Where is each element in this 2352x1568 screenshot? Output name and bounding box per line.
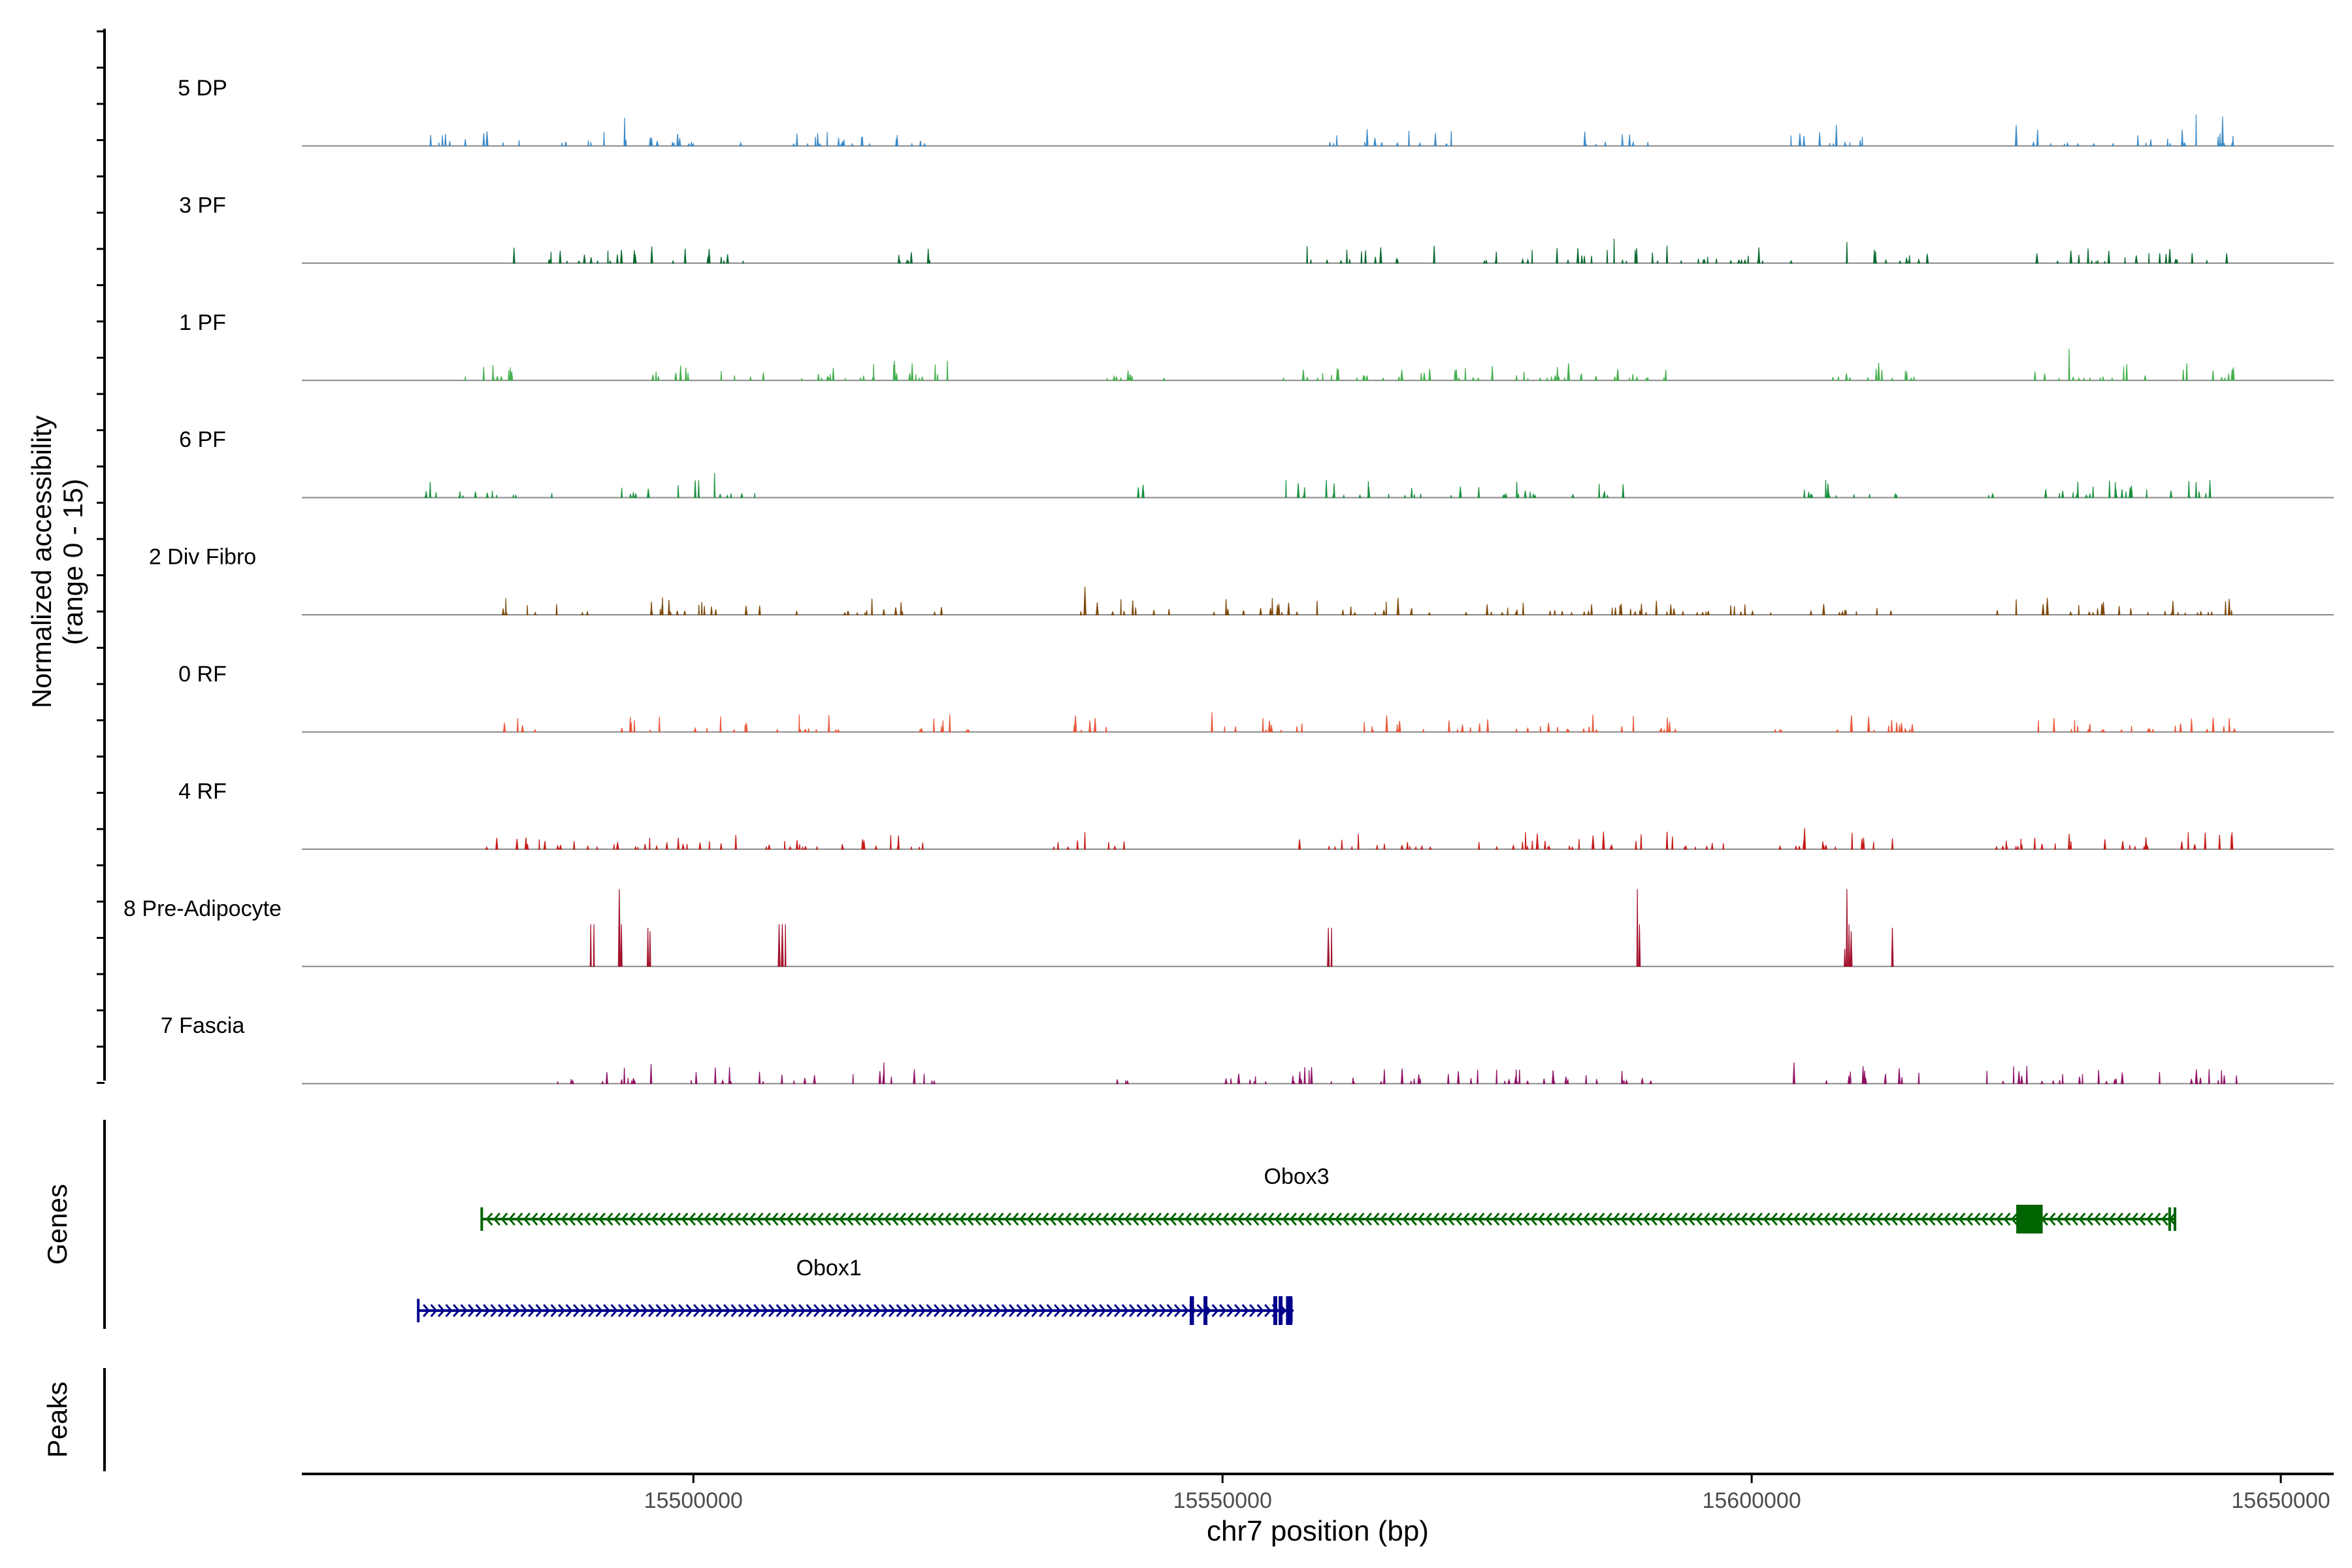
y-axis-label-line2: (range 0 - 15) bbox=[57, 479, 88, 645]
x-axis-title: chr7 position (bp) bbox=[1207, 1515, 1429, 1547]
gene-label: Obox1 bbox=[796, 1256, 862, 1281]
track-3-pf: 3 PF bbox=[179, 193, 2334, 264]
track-coverage-signal bbox=[424, 472, 2212, 498]
track-label: 8 Pre-Adipocyte bbox=[123, 896, 282, 921]
track-6-pf: 6 PF bbox=[179, 427, 2334, 498]
track-coverage-signal bbox=[464, 348, 2235, 381]
x-axis-tick-label: 15600000 bbox=[1702, 1488, 1801, 1513]
gene-label: Obox3 bbox=[1264, 1164, 1330, 1189]
track-coverage-signal bbox=[485, 828, 2234, 850]
gene-exon bbox=[1273, 1296, 1277, 1325]
gene-exon bbox=[1279, 1296, 1283, 1325]
track-4-rf: 4 RF bbox=[178, 779, 2334, 850]
track-coverage-signal bbox=[512, 238, 2229, 264]
peaks-panel: Peaks bbox=[42, 1368, 106, 1471]
x-axis-tick-label: 15650000 bbox=[2231, 1488, 2330, 1513]
peaks-label: Peaks bbox=[42, 1382, 73, 1458]
track-0-rf: 0 RF bbox=[178, 662, 2334, 733]
gene-exon bbox=[1190, 1296, 1194, 1325]
gene-obox1: Obox1 bbox=[417, 1256, 1294, 1325]
x-axis-tick-label: 15550000 bbox=[1173, 1488, 1272, 1513]
coverage-tracks: 5 DP 3 PF 1 PF 6 PF 2 Div Fibro 0 RF 4 RF 8 Pre… bbox=[123, 76, 2334, 1085]
coverage-y-label: Normalized accessibility (range 0 - 15) bbox=[26, 416, 88, 708]
track-label: 2 Div Fibro bbox=[149, 545, 256, 570]
track-coverage-signal bbox=[429, 114, 2234, 146]
gene-obox3: Obox3 bbox=[480, 1164, 2177, 1233]
track-label: 0 RF bbox=[178, 662, 227, 687]
track-label: 6 PF bbox=[179, 427, 226, 452]
track-coverage-signal bbox=[589, 889, 1894, 967]
x-axis-ticks: 15500000 15550000 15600000 15650000 bbox=[644, 1474, 2330, 1513]
track-coverage-signal bbox=[502, 586, 2233, 615]
x-axis-tick-label: 15500000 bbox=[644, 1488, 743, 1513]
coverage-axis-ticks bbox=[97, 30, 105, 1084]
gene-models: Obox3 Obox1 bbox=[417, 1164, 2177, 1325]
track-label: 1 PF bbox=[179, 310, 226, 335]
gene-exon bbox=[1203, 1296, 1208, 1325]
track-coverage-signal bbox=[557, 1062, 2238, 1085]
track-2-div-fibro: 2 Div Fibro bbox=[149, 545, 2334, 615]
track-label: 4 RF bbox=[178, 779, 227, 804]
track-label: 5 DP bbox=[178, 76, 227, 101]
track-8-pre-adipocyte: 8 Pre-Adipocyte bbox=[123, 889, 2334, 968]
track-7-fascia: 7 Fascia bbox=[161, 1013, 2334, 1085]
gene-strand-arrows bbox=[485, 1213, 2176, 1226]
track-coverage-signal bbox=[502, 712, 2236, 732]
gene-exon bbox=[1286, 1296, 1293, 1325]
x-axis: 15500000 15550000 15600000 15650000 chr7 po… bbox=[302, 1473, 2334, 1547]
coverage-y-axis bbox=[97, 29, 106, 1084]
track-5-dp: 5 DP bbox=[178, 76, 2334, 147]
genes-panel: Genes Obox3 Obox1 bbox=[42, 1120, 2177, 1329]
gene-exon bbox=[2016, 1205, 2043, 1233]
track-1-pf: 1 PF bbox=[179, 310, 2334, 382]
y-axis-label-line1: Normalized accessibility bbox=[26, 416, 57, 708]
track-label: 7 Fascia bbox=[161, 1013, 245, 1038]
gene-strand-arrows bbox=[423, 1304, 1294, 1317]
track-label: 3 PF bbox=[179, 193, 226, 218]
genes-label: Genes bbox=[42, 1184, 73, 1265]
